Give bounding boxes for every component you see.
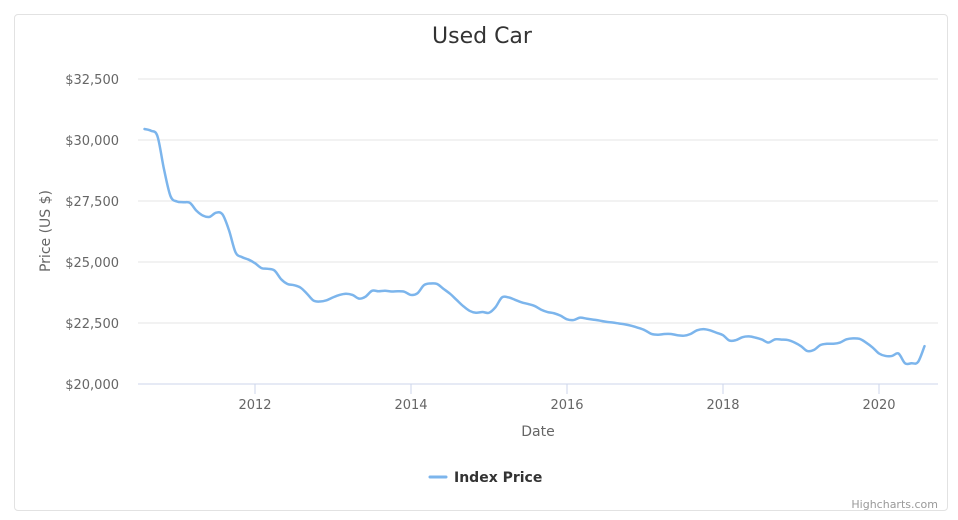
chart-title: Used Car (432, 24, 533, 49)
grid-lines (138, 78, 938, 385)
y-axis-title: Price (US $) (38, 190, 54, 272)
credits-link[interactable]: Highcharts.com (851, 498, 938, 511)
x-tick-label: 2018 (706, 398, 739, 413)
y-tick-label: $22,500 (65, 317, 119, 332)
y-tick-label: $20,000 (65, 378, 119, 393)
legend-item-index-price[interactable]: Index Price (454, 470, 542, 486)
x-tick-label: 2016 (550, 398, 583, 413)
y-tick-label: $27,500 (65, 195, 119, 210)
y-tick-label: $30,000 (65, 134, 119, 149)
y-tick-label: $32,500 (65, 73, 119, 88)
series-group (143, 127, 926, 366)
legend[interactable]: Index Price (428, 470, 542, 486)
series-line-index-price[interactable] (143, 127, 926, 366)
x-tick-label: 2020 (862, 398, 895, 413)
x-tick-label: 2014 (394, 398, 427, 413)
y-axis-ticks: $20,000 $22,500 $25,000 $27,500 $30,000 $32,5… (65, 73, 119, 393)
y-tick-label: $25,000 (65, 256, 119, 271)
x-axis-title: Date (521, 424, 554, 440)
x-axis-ticks: 2012 2014 2016 2018 2020 (238, 384, 896, 413)
x-tick-label: 2012 (238, 398, 271, 413)
